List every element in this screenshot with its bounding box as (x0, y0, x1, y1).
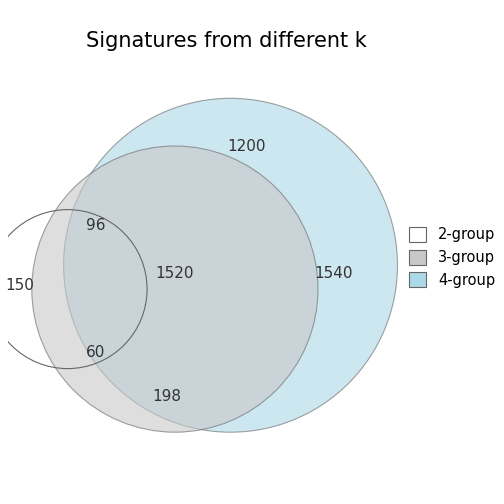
Text: 1540: 1540 (314, 266, 353, 281)
Legend: 2-group, 3-group, 4-group: 2-group, 3-group, 4-group (409, 227, 495, 288)
Circle shape (32, 146, 318, 432)
Text: 96: 96 (86, 218, 105, 233)
Text: 1200: 1200 (227, 139, 266, 154)
Text: 1520: 1520 (156, 266, 194, 281)
Text: 150: 150 (6, 278, 34, 293)
Circle shape (64, 98, 398, 432)
Text: 60: 60 (86, 345, 105, 360)
Text: 198: 198 (152, 389, 181, 404)
Title: Signatures from different k: Signatures from different k (86, 31, 367, 51)
